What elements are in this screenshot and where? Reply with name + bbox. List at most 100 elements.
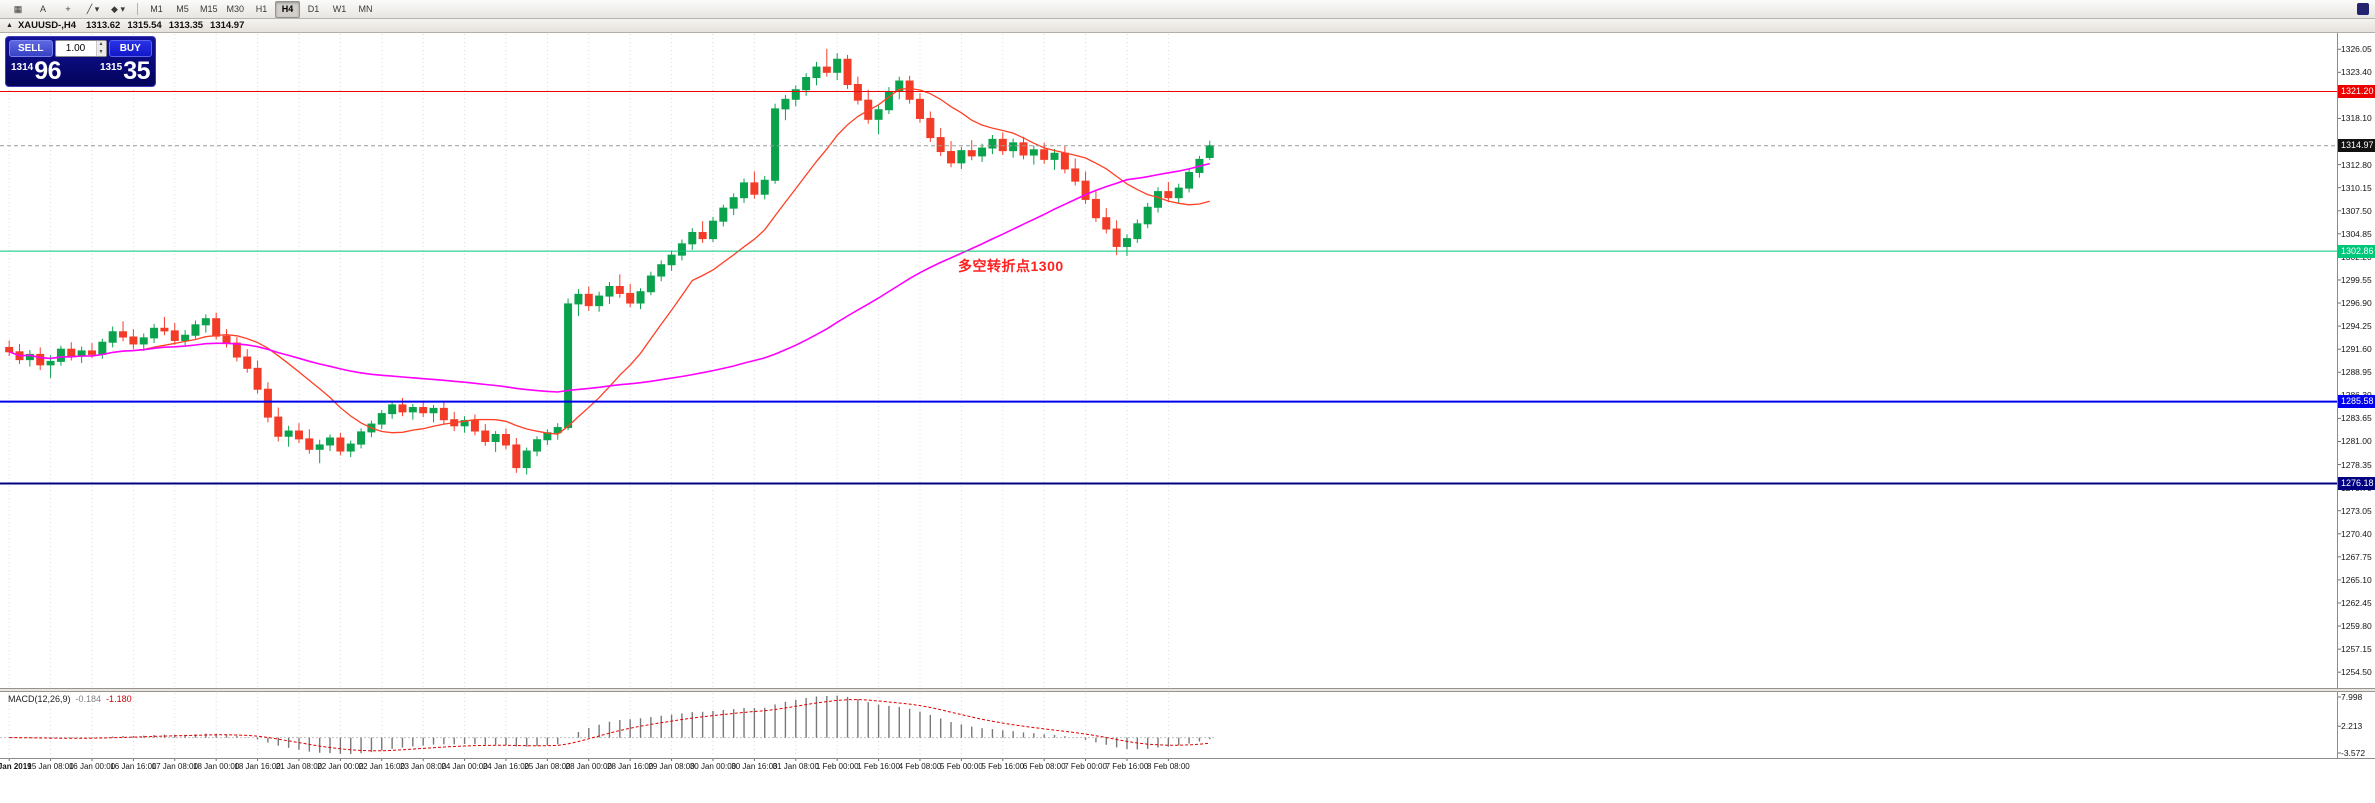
- one-click-trading-panel: SELL 1.00 ▲ ▼ BUY 1314 96 1315 35: [5, 36, 156, 87]
- candle-body: [1205, 145, 1214, 158]
- toolbar-icons: ▦ A + ╱ ▾ ◆ ▾: [6, 1, 131, 18]
- time-tick-label: 1 Feb 16:00: [857, 762, 900, 771]
- time-tick-label: 8 Feb 08:00: [1147, 762, 1190, 771]
- candle-body: [1174, 187, 1183, 199]
- price-level-badge-1314.97: 1314.97: [2338, 139, 2375, 153]
- time-tick-label: 7 Feb 00:00: [1064, 762, 1107, 771]
- candle-body: [201, 318, 210, 326]
- candle-body: [1060, 152, 1069, 170]
- price-tick-label: 1307.50: [2341, 205, 2372, 216]
- timeframe-MN[interactable]: MN: [358, 3, 373, 14]
- timeframe-W1[interactable]: W1: [332, 3, 347, 14]
- ohlc-high: 1315.54: [127, 20, 162, 31]
- lot-increase-button[interactable]: ▲: [96, 41, 106, 49]
- time-tick-label: 15 Jan 08:00: [27, 762, 74, 771]
- candle-body: [988, 138, 997, 149]
- trendline-tool-icon[interactable]: ╱ ▾: [86, 3, 100, 14]
- candle-body: [305, 438, 314, 450]
- macd-indicator-label: MACD(12,26,9) -0.184 -1.180: [8, 694, 132, 704]
- timeframe-D1[interactable]: D1: [307, 3, 320, 14]
- candle-body: [150, 327, 159, 339]
- time-tick-label: 16 Jan 00:00: [68, 762, 116, 771]
- candle-body: [336, 437, 345, 452]
- text-label-tool-icon[interactable]: A: [39, 3, 46, 14]
- time-tick-label: 16 Jan 16:00: [110, 762, 157, 771]
- time-tick-label: 30 Jan 16:00: [731, 762, 778, 771]
- candle-body: [36, 353, 45, 366]
- price-tick-label: 1254.50: [2341, 667, 2372, 678]
- price-level-badge-1285.58: 1285.58: [2338, 395, 2375, 409]
- ohlc-low: 1313.35: [168, 20, 204, 31]
- crosshair-tool-icon[interactable]: +: [65, 3, 71, 14]
- candle-body: [708, 220, 717, 240]
- price-tick-label: 1299.55: [2341, 274, 2372, 285]
- chart-title-bar: ▲ XAUUSD-,H4 1313.62 1315.54 1313.35 131…: [0, 19, 2375, 33]
- macd-value: -0.184: [75, 694, 102, 704]
- candle-body: [584, 293, 593, 307]
- toolbar-separator: [137, 3, 138, 15]
- candle-body: [315, 444, 324, 450]
- time-tick-label: 29 Jan 08:00: [648, 762, 695, 771]
- candle-body: [5, 346, 14, 353]
- price-tick-label: 1288.95: [2341, 367, 2372, 378]
- sell-button[interactable]: SELL: [9, 40, 53, 57]
- macd-signal-value: -1.180: [106, 694, 132, 704]
- candle-body: [1164, 191, 1173, 199]
- candle-body: [1050, 152, 1059, 160]
- macd-signal-line: [9, 699, 1210, 752]
- candle-body: [595, 295, 604, 307]
- level-lines-layer[interactable]: [0, 90, 2337, 485]
- timeframe-M30[interactable]: M30: [226, 3, 245, 14]
- candle-body: [884, 90, 893, 111]
- candle-body: [1133, 223, 1142, 240]
- axis-ticks-layer: [8, 48, 2341, 761]
- candle-body: [222, 335, 231, 344]
- price-tick-label: 1267.75: [2341, 551, 2372, 562]
- candle-body: [87, 350, 96, 355]
- candle-body: [874, 109, 883, 120]
- timeframe-M15[interactable]: M15: [200, 3, 218, 14]
- candle-body: [853, 83, 862, 101]
- price-level-badge-1302.86: 1302.86: [2338, 244, 2375, 258]
- candle-body: [667, 254, 676, 266]
- time-tick-label: 28 Jan 00:00: [565, 762, 612, 771]
- candle-body: [698, 232, 707, 240]
- candle-body: [1112, 228, 1121, 247]
- time-tick-label: 24 Jan 00:00: [441, 762, 488, 771]
- toolbar-corner-icon[interactable]: [2357, 3, 2369, 15]
- time-axis-border: [0, 758, 2375, 759]
- timeframe-H1[interactable]: H1: [255, 3, 268, 14]
- time-tick-label: 6 Feb 08:00: [1022, 762, 1066, 771]
- one-click-collapse-icon[interactable]: ▲: [6, 22, 13, 29]
- timeframe-M5[interactable]: M5: [176, 3, 189, 14]
- candle-body: [212, 318, 221, 337]
- timeframe-M1[interactable]: M1: [150, 3, 163, 14]
- timeframe-H4[interactable]: H4: [275, 0, 301, 18]
- new-chart-icon[interactable]: ▦: [13, 3, 23, 14]
- candle-body: [688, 232, 697, 245]
- lot-decrease-button[interactable]: ▼: [96, 48, 106, 56]
- candle-body: [947, 151, 956, 164]
- candle-body: [25, 353, 34, 361]
- candle-body: [1185, 171, 1194, 189]
- candle-body: [1040, 149, 1049, 160]
- candle-body: [274, 416, 283, 437]
- candle-body: [957, 150, 966, 164]
- time-tick-label: 28 Jan 16:00: [607, 762, 654, 771]
- time-tick-label: 17 Jan 08:00: [151, 762, 198, 771]
- candle-body: [357, 431, 366, 445]
- candle-body: [1143, 206, 1152, 225]
- price-tick-label: 1259.80: [2341, 621, 2372, 632]
- candle-body: [1154, 191, 1163, 208]
- price-tick-label: 1291.60: [2341, 344, 2372, 355]
- candle-body: [626, 292, 635, 304]
- pane-splitter[interactable]: [0, 688, 2375, 692]
- buy-button[interactable]: BUY: [108, 40, 152, 57]
- candle-body: [388, 404, 397, 415]
- chart-symbol-title: XAUUSD-,H4: [17, 20, 76, 31]
- shapes-tool-icon[interactable]: ◆ ▾: [111, 3, 125, 14]
- macd-tick-label: 2.213: [2341, 721, 2363, 732]
- lot-size-field[interactable]: 1.00 ▲ ▼: [54, 40, 107, 57]
- candle-body: [439, 407, 448, 421]
